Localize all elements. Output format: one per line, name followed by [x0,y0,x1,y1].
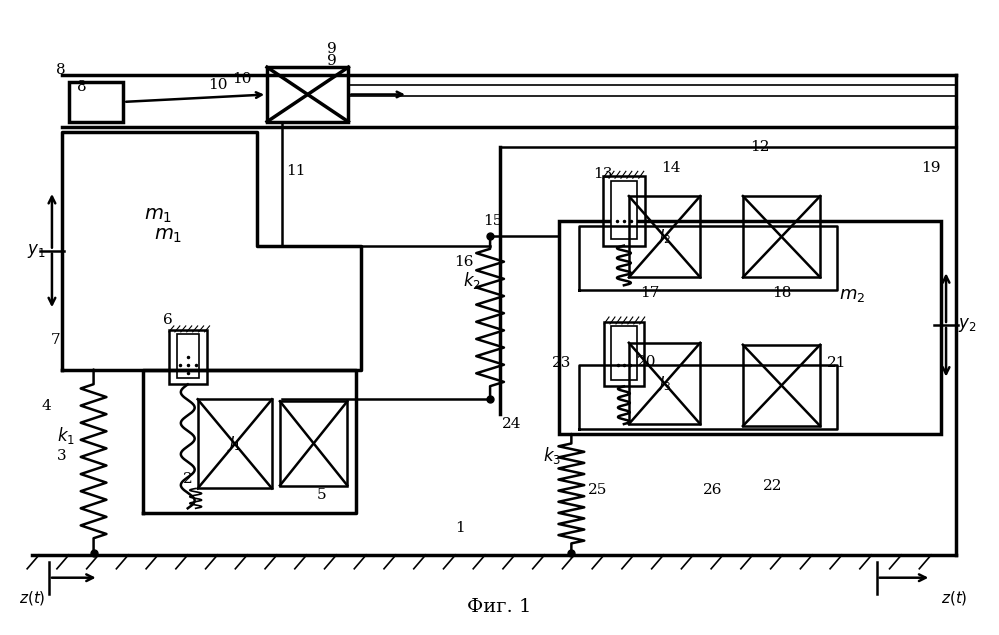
Text: $k_1$: $k_1$ [57,425,75,446]
Text: 16: 16 [455,255,475,269]
Text: 12: 12 [750,140,769,154]
Bar [280,401,348,486]
Bar [743,345,820,426]
Text: $y_2$: $y_2$ [958,316,976,334]
Bar [611,326,636,380]
Text: 20: 20 [637,354,656,368]
Bar [628,196,700,277]
Text: 7: 7 [51,333,61,347]
Text: 1: 1 [456,521,466,535]
Bar [559,221,941,434]
Text: 10: 10 [233,72,252,86]
Text: 15: 15 [484,214,502,228]
Text: $y_1$: $y_1$ [27,241,45,260]
Text: $J_1$: $J_1$ [228,434,242,453]
Text: 4: 4 [41,399,51,413]
Text: 13: 13 [593,167,612,181]
Bar [69,82,123,122]
Text: 17: 17 [640,286,659,300]
Text: $k_3$: $k_3$ [543,445,561,466]
Text: 9: 9 [327,54,337,68]
Text: 9: 9 [327,43,337,57]
Text: 10: 10 [208,78,227,92]
Text: $m_2$: $m_2$ [839,286,865,304]
Text: 26: 26 [703,483,723,497]
Text: 6: 6 [163,313,173,327]
Text: 3: 3 [57,449,67,463]
Bar [603,177,644,246]
Bar [604,322,643,386]
Text: 8: 8 [56,63,66,77]
Bar [611,181,636,239]
Text: 2: 2 [183,472,193,486]
Text: 18: 18 [772,286,791,300]
Text: $m_1$: $m_1$ [154,227,182,245]
Text: 22: 22 [763,479,782,493]
Text: 23: 23 [551,356,571,370]
Bar [628,343,700,424]
Text: 5: 5 [317,488,327,502]
Bar [177,334,199,378]
Bar [743,196,820,277]
Bar [169,330,207,384]
Text: 25: 25 [587,483,606,497]
Text: 21: 21 [827,356,847,370]
Text: $k_2$: $k_2$ [464,270,482,291]
Bar [267,67,349,122]
Text: 11: 11 [286,164,306,178]
Text: 14: 14 [660,161,680,175]
Text: Фиг. 1: Фиг. 1 [467,598,531,617]
Text: 24: 24 [502,417,521,431]
Text: $J_2$: $J_2$ [657,227,672,246]
Text: 19: 19 [921,161,941,175]
Text: $J_3$: $J_3$ [657,374,672,393]
Bar [198,399,272,488]
Text: $m_1$: $m_1$ [144,207,172,225]
Text: 8: 8 [77,80,87,94]
Text: $z(t)$: $z(t)$ [941,589,967,606]
Text: $z(t)$: $z(t)$ [19,589,45,606]
